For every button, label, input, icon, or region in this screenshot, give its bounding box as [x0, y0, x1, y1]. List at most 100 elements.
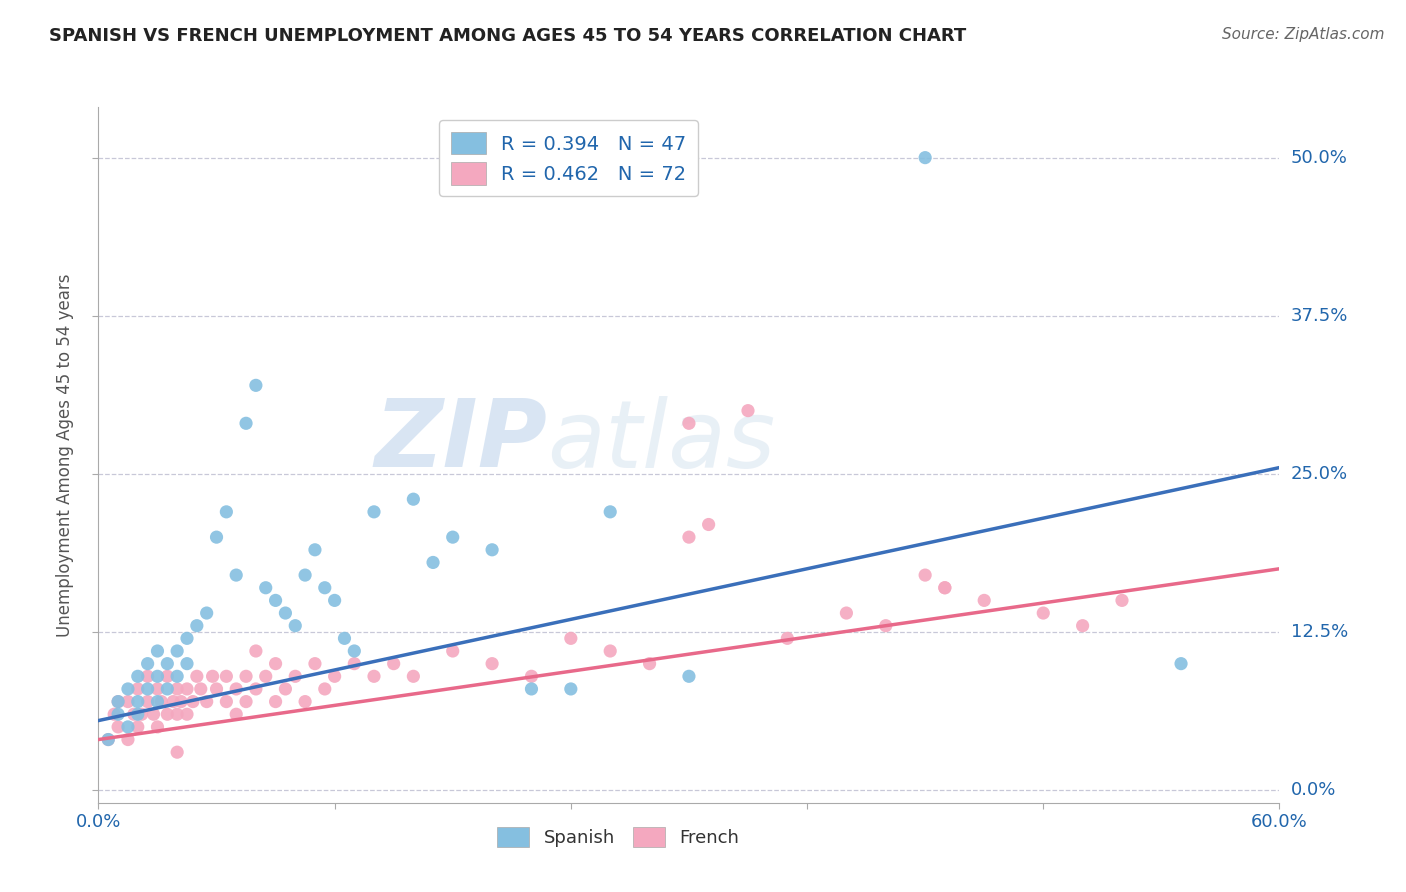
Point	[166, 669, 188, 683]
Point	[146, 681, 169, 696]
Point	[333, 632, 356, 646]
Point	[235, 417, 257, 431]
Point	[402, 669, 425, 683]
Point	[156, 669, 179, 683]
Point	[146, 644, 169, 658]
Point	[205, 681, 228, 696]
Text: Source: ZipAtlas.com: Source: ZipAtlas.com	[1222, 27, 1385, 42]
Point	[176, 681, 198, 696]
Point	[304, 657, 326, 671]
Point	[323, 669, 346, 683]
Point	[215, 669, 238, 683]
Point	[225, 568, 247, 582]
Point	[195, 606, 218, 620]
Point	[131, 707, 153, 722]
Point	[481, 657, 503, 671]
Point	[117, 732, 139, 747]
Text: ZIP: ZIP	[374, 395, 547, 487]
Point	[382, 657, 405, 671]
Point	[215, 695, 238, 709]
Point	[142, 707, 165, 722]
Text: 37.5%: 37.5%	[1291, 307, 1348, 325]
Point	[127, 720, 149, 734]
Point	[107, 707, 129, 722]
Point	[343, 644, 366, 658]
Point	[973, 593, 995, 607]
Point	[422, 556, 444, 570]
Point	[97, 732, 120, 747]
Text: 12.5%: 12.5%	[1291, 623, 1348, 641]
Point	[363, 505, 385, 519]
Point	[146, 695, 169, 709]
Point	[875, 618, 897, 632]
Point	[176, 657, 198, 671]
Point	[127, 681, 149, 696]
Point	[245, 644, 267, 658]
Point	[284, 669, 307, 683]
Point	[127, 669, 149, 683]
Point	[343, 657, 366, 671]
Point	[274, 681, 297, 696]
Point	[1032, 606, 1054, 620]
Point	[103, 707, 125, 722]
Point	[156, 707, 179, 722]
Point	[314, 581, 336, 595]
Point	[737, 403, 759, 417]
Point	[274, 606, 297, 620]
Y-axis label: Unemployment Among Ages 45 to 54 years: Unemployment Among Ages 45 to 54 years	[56, 273, 75, 637]
Point	[678, 669, 700, 683]
Text: atlas: atlas	[547, 395, 776, 486]
Point	[166, 745, 188, 759]
Point	[678, 417, 700, 431]
Point	[520, 681, 543, 696]
Point	[162, 695, 184, 709]
Point	[934, 581, 956, 595]
Point	[304, 542, 326, 557]
Point	[150, 695, 173, 709]
Point	[146, 669, 169, 683]
Point	[323, 593, 346, 607]
Point	[166, 681, 188, 696]
Point	[1111, 593, 1133, 607]
Point	[264, 593, 287, 607]
Point	[225, 707, 247, 722]
Point	[176, 632, 198, 646]
Point	[117, 695, 139, 709]
Point	[599, 644, 621, 658]
Point	[245, 681, 267, 696]
Point	[156, 681, 179, 696]
Point	[934, 581, 956, 595]
Point	[186, 669, 208, 683]
Point	[107, 720, 129, 734]
Legend: Spanish, French: Spanish, French	[488, 817, 748, 856]
Point	[122, 707, 145, 722]
Point	[127, 695, 149, 709]
Point	[225, 681, 247, 696]
Point	[254, 581, 277, 595]
Point	[599, 505, 621, 519]
Point	[107, 695, 129, 709]
Point	[264, 695, 287, 709]
Point	[294, 568, 316, 582]
Point	[1170, 657, 1192, 671]
Point	[136, 681, 159, 696]
Point	[914, 151, 936, 165]
Point	[195, 695, 218, 709]
Point	[402, 492, 425, 507]
Point	[363, 669, 385, 683]
Point	[136, 695, 159, 709]
Point	[284, 618, 307, 632]
Point	[181, 695, 204, 709]
Point	[697, 517, 720, 532]
Point	[914, 568, 936, 582]
Point	[441, 530, 464, 544]
Point	[314, 681, 336, 696]
Text: 25.0%: 25.0%	[1291, 465, 1348, 483]
Point	[186, 618, 208, 632]
Point	[127, 707, 149, 722]
Point	[97, 732, 120, 747]
Point	[176, 707, 198, 722]
Point	[136, 669, 159, 683]
Point	[1071, 618, 1094, 632]
Point	[245, 378, 267, 392]
